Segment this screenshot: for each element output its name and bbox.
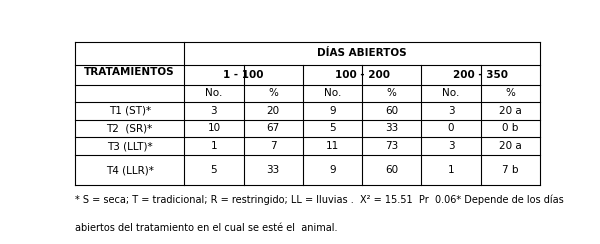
Text: 3: 3 bbox=[448, 106, 454, 116]
Text: 3: 3 bbox=[211, 106, 217, 116]
Text: 0: 0 bbox=[448, 123, 454, 133]
Text: 20 a: 20 a bbox=[499, 141, 522, 151]
Text: 3: 3 bbox=[448, 141, 454, 151]
Text: DÍAS ABIERTOS: DÍAS ABIERTOS bbox=[317, 49, 407, 59]
Text: 0 b: 0 b bbox=[502, 123, 518, 133]
Text: 100 - 200: 100 - 200 bbox=[335, 70, 389, 80]
Text: No.: No. bbox=[205, 88, 223, 98]
Text: No.: No. bbox=[324, 88, 341, 98]
Text: 60: 60 bbox=[385, 106, 398, 116]
Text: 1 - 100: 1 - 100 bbox=[223, 70, 264, 80]
Text: 5: 5 bbox=[211, 165, 217, 175]
Text: 9: 9 bbox=[329, 165, 336, 175]
Text: %: % bbox=[505, 88, 515, 98]
Text: abiertos del tratamiento en el cual se esté el  animal.: abiertos del tratamiento en el cual se e… bbox=[75, 223, 337, 233]
Text: 7 b: 7 b bbox=[502, 165, 518, 175]
Text: T3 (LLT)*: T3 (LLT)* bbox=[107, 141, 152, 151]
Text: %: % bbox=[268, 88, 278, 98]
Text: %: % bbox=[387, 88, 397, 98]
Text: 73: 73 bbox=[385, 141, 398, 151]
Text: T2  (SR)*: T2 (SR)* bbox=[107, 123, 153, 133]
Text: 11: 11 bbox=[326, 141, 339, 151]
Text: * S = seca; T = tradicional; R = restringido; LL = lluvias .  X² = 15.51  Pr  0.: * S = seca; T = tradicional; R = restrin… bbox=[75, 195, 564, 205]
Text: No.: No. bbox=[442, 88, 460, 98]
Text: 9: 9 bbox=[329, 106, 336, 116]
Text: 67: 67 bbox=[266, 123, 280, 133]
Text: 7: 7 bbox=[270, 141, 277, 151]
Text: T4 (LLR)*: T4 (LLR)* bbox=[106, 165, 154, 175]
Text: 33: 33 bbox=[266, 165, 280, 175]
Text: 20: 20 bbox=[266, 106, 280, 116]
Text: T1 (ST)*: T1 (ST)* bbox=[109, 106, 151, 116]
Text: 200 - 350: 200 - 350 bbox=[453, 70, 508, 80]
Text: 33: 33 bbox=[385, 123, 398, 133]
Text: 60: 60 bbox=[385, 165, 398, 175]
Text: 1: 1 bbox=[211, 141, 217, 151]
Text: 1: 1 bbox=[448, 165, 454, 175]
Text: 5: 5 bbox=[329, 123, 336, 133]
Text: TRATAMIENTOS: TRATAMIENTOS bbox=[85, 67, 175, 77]
Text: 10: 10 bbox=[208, 123, 220, 133]
Text: 20 a: 20 a bbox=[499, 106, 522, 116]
